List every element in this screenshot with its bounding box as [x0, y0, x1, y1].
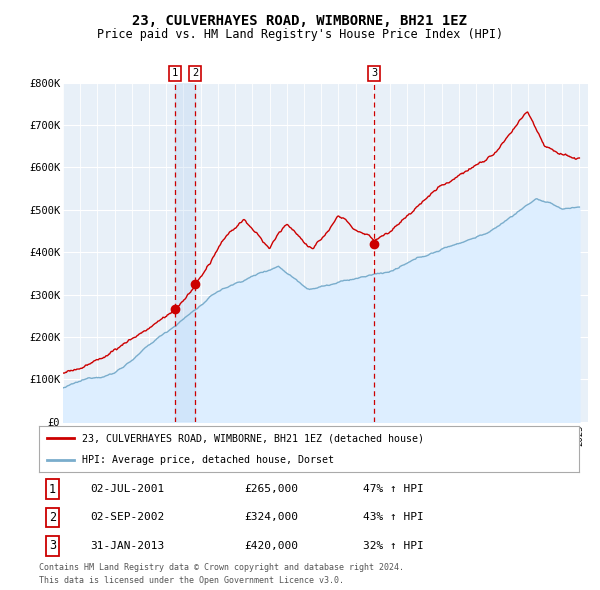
Text: This data is licensed under the Open Government Licence v3.0.: This data is licensed under the Open Gov…: [39, 576, 344, 585]
Text: £265,000: £265,000: [244, 484, 298, 494]
Bar: [175, 83, 195, 422]
Text: 3: 3: [49, 539, 56, 552]
Text: 02-SEP-2002: 02-SEP-2002: [90, 513, 164, 522]
Text: 2: 2: [49, 511, 56, 524]
Text: 47% ↑ HPI: 47% ↑ HPI: [363, 484, 424, 494]
Text: HPI: Average price, detached house, Dorset: HPI: Average price, detached house, Dors…: [82, 454, 334, 464]
Text: Price paid vs. HM Land Registry's House Price Index (HPI): Price paid vs. HM Land Registry's House …: [97, 28, 503, 41]
Text: 43% ↑ HPI: 43% ↑ HPI: [363, 513, 424, 522]
Text: £324,000: £324,000: [244, 513, 298, 522]
Text: 02-JUL-2001: 02-JUL-2001: [90, 484, 164, 494]
Text: £420,000: £420,000: [244, 541, 298, 550]
Text: 3: 3: [371, 68, 377, 78]
Text: 1: 1: [49, 483, 56, 496]
Text: 1: 1: [172, 68, 178, 78]
Text: Contains HM Land Registry data © Crown copyright and database right 2024.: Contains HM Land Registry data © Crown c…: [39, 563, 404, 572]
Text: 31-JAN-2013: 31-JAN-2013: [90, 541, 164, 550]
Text: 32% ↑ HPI: 32% ↑ HPI: [363, 541, 424, 550]
Text: 23, CULVERHAYES ROAD, WIMBORNE, BH21 1EZ: 23, CULVERHAYES ROAD, WIMBORNE, BH21 1EZ: [133, 14, 467, 28]
Text: 23, CULVERHAYES ROAD, WIMBORNE, BH21 1EZ (detached house): 23, CULVERHAYES ROAD, WIMBORNE, BH21 1EZ…: [82, 434, 424, 444]
Text: 2: 2: [192, 68, 198, 78]
